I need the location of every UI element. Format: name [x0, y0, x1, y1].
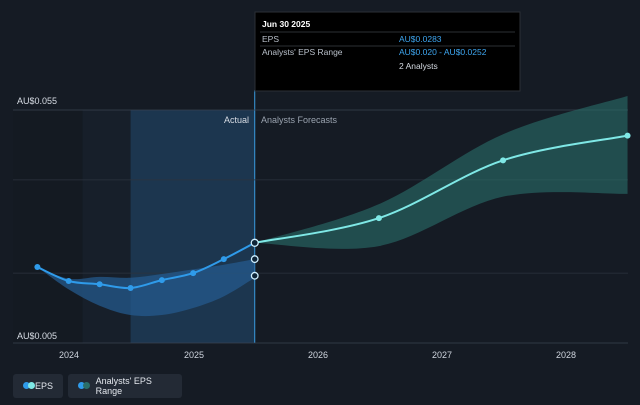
eps-point — [65, 278, 72, 285]
range-bands — [37, 96, 628, 317]
legend-analysts-range[interactable]: Analysts' EPS Range — [68, 374, 182, 398]
tooltip-eps-label: EPS — [262, 34, 279, 44]
forecast-point — [500, 157, 507, 164]
tooltip-range-value: AU$0.020 - AU$0.0252 — [399, 47, 487, 57]
legend-range-icon — [78, 382, 90, 390]
historical-range-band — [37, 259, 255, 317]
eps-point — [220, 256, 227, 263]
range-low-point — [250, 271, 259, 280]
tooltip-eps-value: AU$0.0283 — [399, 34, 442, 44]
x-tick-label: 2025 — [184, 350, 204, 360]
x-axis-ticks: 2024 2025 2026 2027 2028 — [59, 350, 576, 360]
legend-eps-label: EPS — [34, 381, 53, 391]
tooltip-date: Jun 30 2025 — [262, 19, 310, 29]
y-axis-bottom-label: AU$0.005 — [17, 331, 57, 341]
x-tick-label: 2026 — [308, 350, 328, 360]
legend-eps[interactable]: EPS — [13, 374, 63, 398]
eps-point — [127, 285, 134, 292]
legend-range-label: Analysts' EPS Range — [95, 376, 152, 396]
eps-point — [190, 270, 197, 277]
tooltip: Jun 30 2025 EPS AU$0.0283 Analysts' EPS … — [254, 11, 521, 92]
chart-background — [13, 90, 256, 343]
x-tick-label: 2024 — [59, 350, 79, 360]
tooltip-analysts-count: 2 Analysts — [399, 61, 438, 71]
y-axis-top-label: AU$0.055 — [17, 96, 57, 106]
forecast-range-band — [254, 96, 628, 249]
tooltip-box — [254, 11, 521, 92]
range-high-point — [250, 255, 259, 264]
legend-eps-icon — [23, 382, 35, 390]
forecast-line — [254, 134, 628, 244]
eps-point — [96, 281, 103, 288]
x-tick-label: 2028 — [556, 350, 576, 360]
data-points — [34, 132, 631, 292]
eps-point — [250, 238, 259, 247]
eps-point — [34, 264, 41, 271]
x-tick-label: 2027 — [432, 350, 452, 360]
tooltip-range-label: Analysts' EPS Range — [262, 47, 343, 57]
eps-point — [158, 277, 165, 284]
actual-label: Actual — [224, 115, 249, 125]
forecast-point — [375, 215, 382, 222]
forecast-label: Analysts Forecasts — [261, 115, 338, 125]
forecast-point — [624, 132, 631, 139]
